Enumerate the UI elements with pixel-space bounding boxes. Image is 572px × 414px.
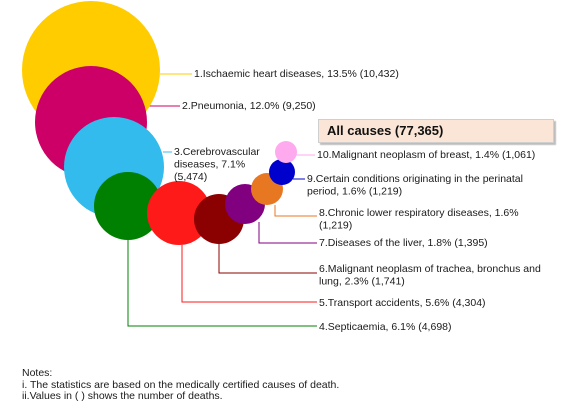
bubble-label-7: 7.Diseases of the liver, 1.8% (1,395): [319, 237, 488, 249]
notes-title: Notes:: [22, 367, 53, 379]
bubble-label-1: 1.Ischaemic heart diseases, 13.5% (10,43…: [194, 68, 399, 80]
connector-8: [274, 205, 317, 217]
connector-6: [218, 244, 317, 274]
bubble-label-2: 2.Pneumonia, 12.0% (9,250): [182, 100, 316, 112]
bubble-5: [147, 181, 211, 245]
bubble-label-8: 8.Chronic lower respiratory diseases, 1.…: [319, 207, 519, 232]
bubble-label-6: 6.Malignant neoplasm of trachea, bronchu…: [319, 263, 541, 288]
bubble-4: [94, 172, 162, 240]
connector-5: [181, 245, 317, 303]
connector-4: [127, 240, 317, 327]
bubble-label-4: 4.Septicaemia, 6.1% (4,698): [319, 321, 452, 333]
bubble-label-9: 9.Certain conditions originating in the …: [307, 173, 523, 198]
all-causes-box: All causes (77,365): [318, 119, 554, 143]
bubble-label-5: 5.Transport accidents, 5.6% (4,304): [319, 297, 486, 309]
bubble-10: [275, 141, 297, 163]
notes: Notes: i. The statistics are based on th…: [22, 367, 340, 403]
notes-line-1: i. The statistics are based on the medic…: [22, 378, 340, 391]
bubble-label-3: 3.Cerebrovascular diseases, 7.1% (5,474): [174, 146, 260, 183]
notes-line-2: ii.Values in ( ) shows the number of dea…: [22, 390, 223, 402]
connector-7: [258, 222, 317, 244]
bubble-9: [269, 159, 295, 185]
bubble-label-10: 10.Malignant neoplasm of breast, 1.4% (1…: [317, 149, 535, 161]
